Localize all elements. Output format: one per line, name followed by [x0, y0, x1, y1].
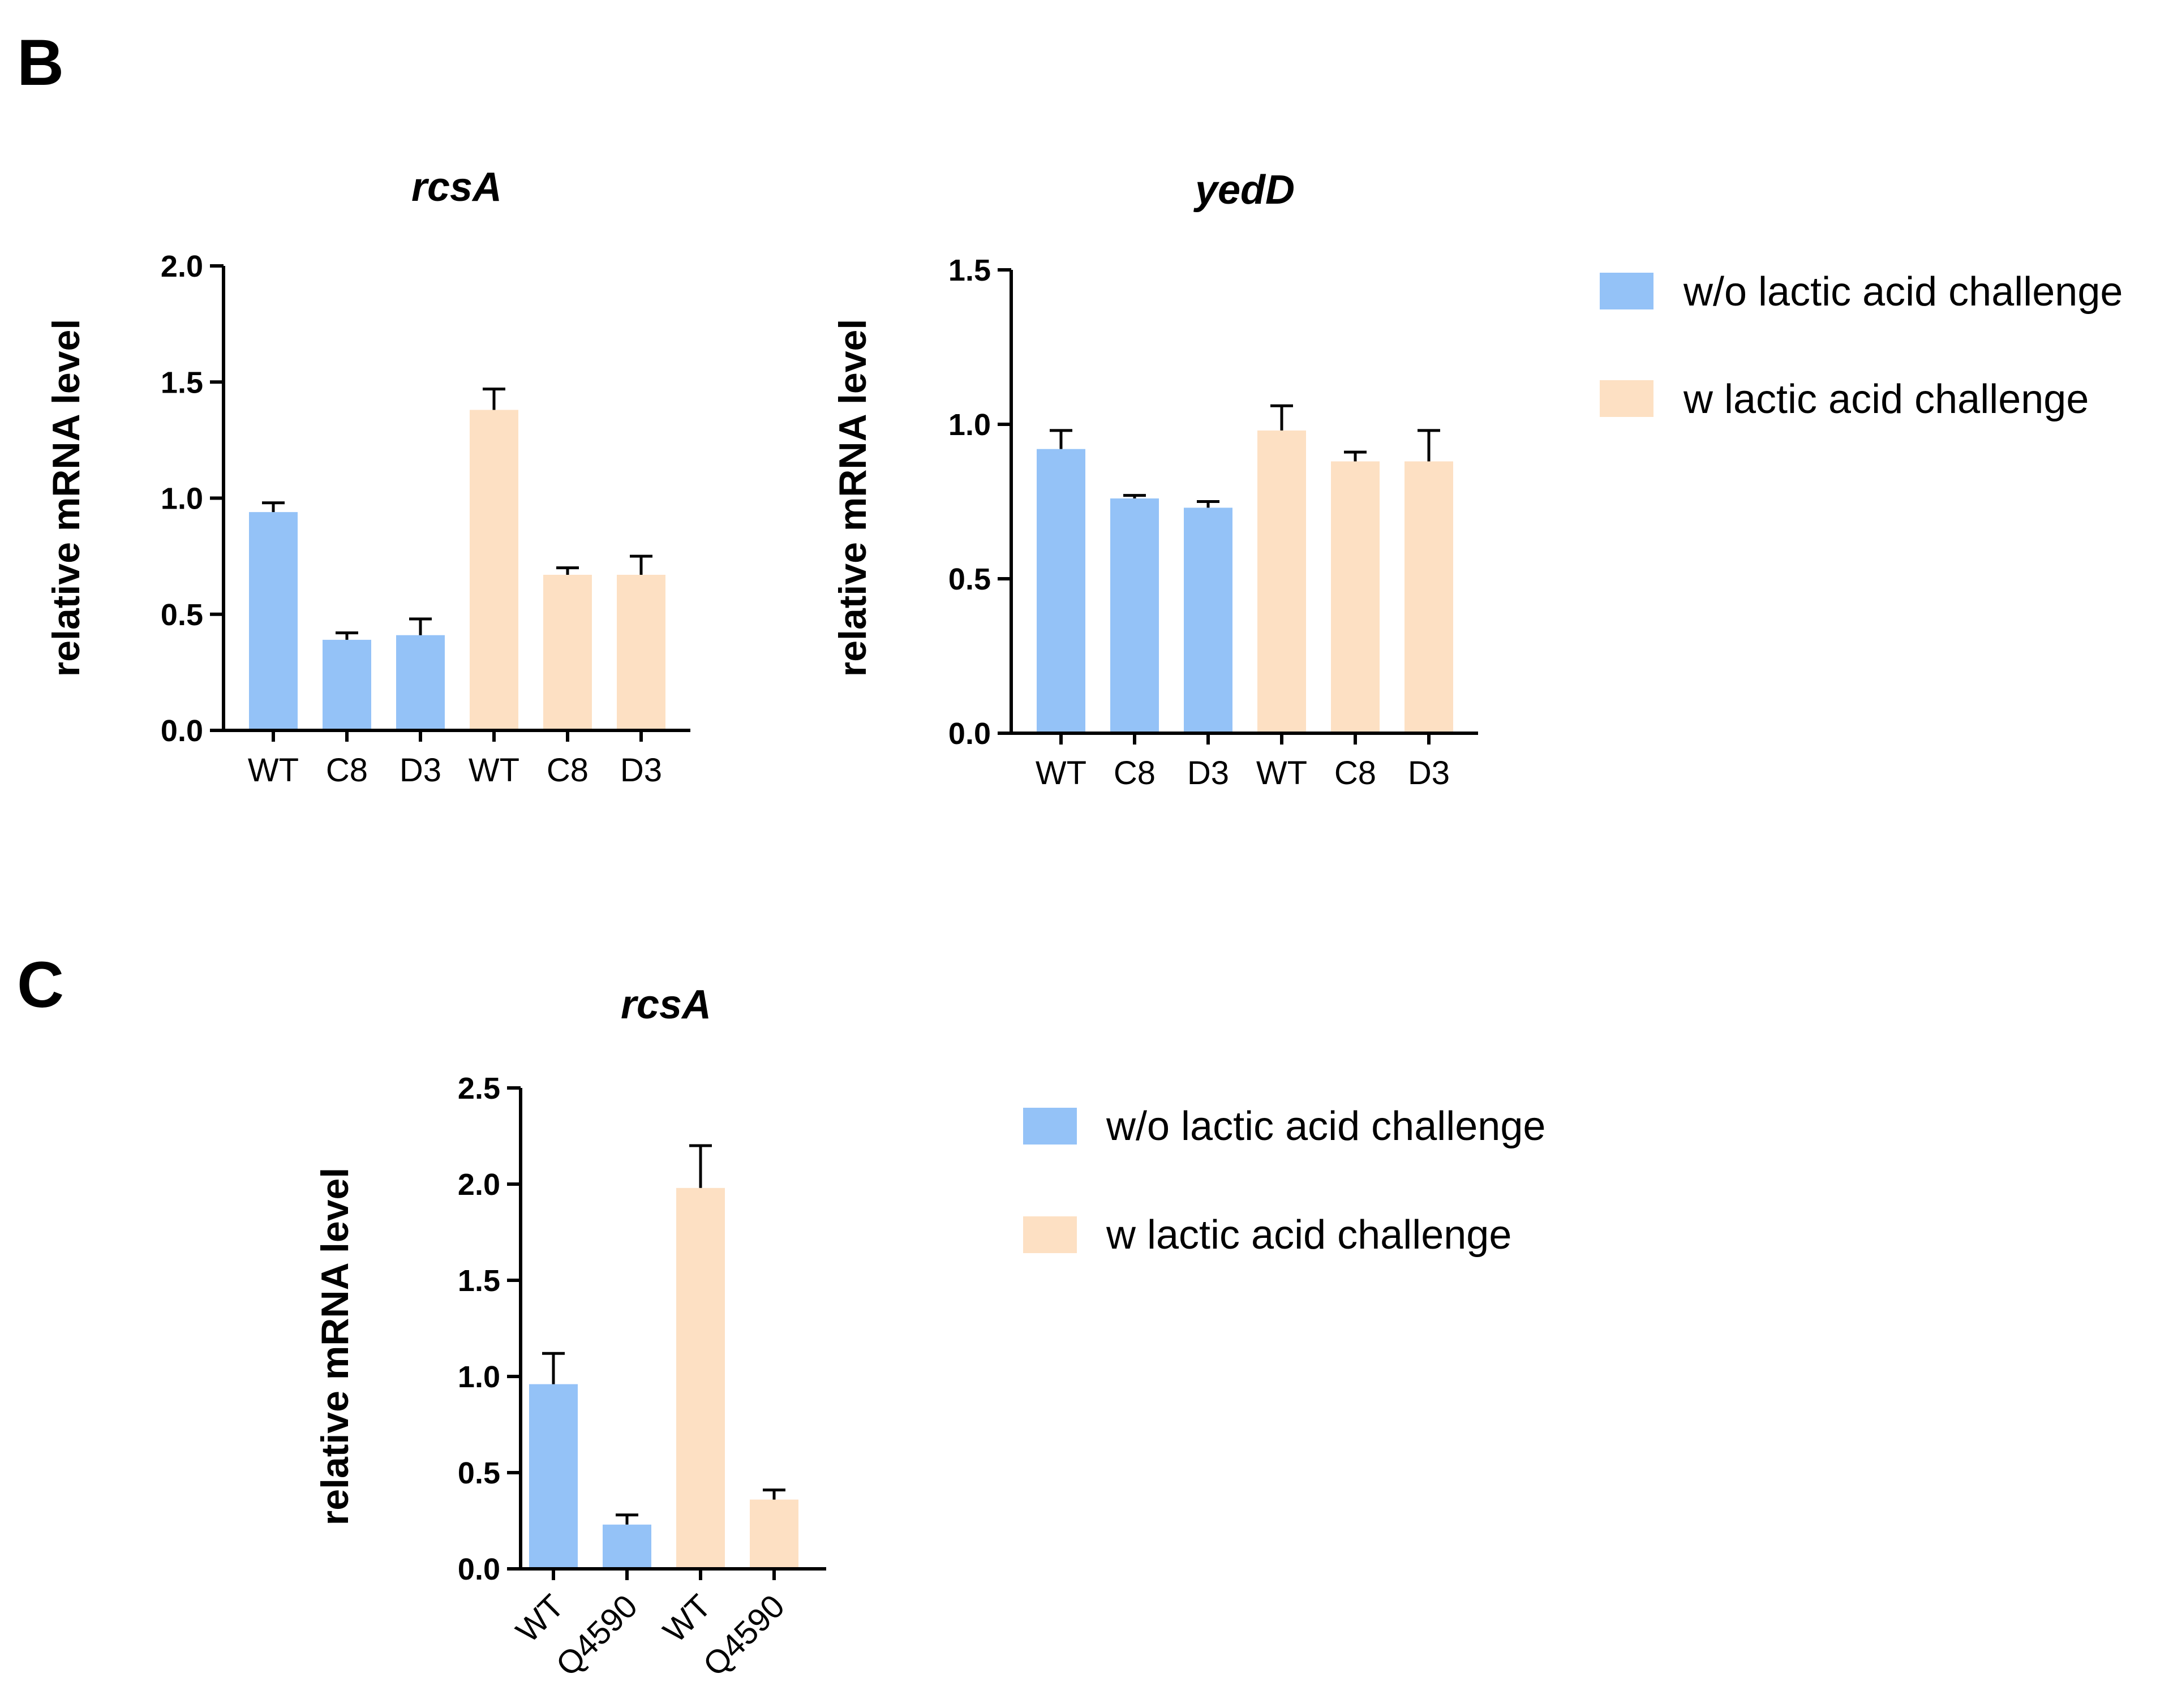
legend-swatch-with — [1600, 380, 1653, 417]
y-axis-label: relative mRNA level — [45, 319, 88, 677]
legend-swatch-without — [1023, 1108, 1077, 1145]
error-bar-5 — [1344, 450, 1367, 462]
x-tick-label: D3 — [400, 752, 441, 789]
x-tick-label: WT — [1036, 755, 1086, 791]
x-tick-label: C8 — [1114, 755, 1156, 791]
y-tick-label: 1.0 — [161, 482, 203, 516]
y-tick-label: 0.0 — [458, 1552, 500, 1586]
error-bar-1 — [262, 501, 285, 513]
y-tick-label: 1.0 — [948, 408, 991, 442]
bar-2 — [1110, 498, 1159, 733]
x-tick-label: WT — [469, 752, 519, 789]
legend-label-with: w lactic acid challenge — [1683, 377, 2089, 422]
y-tick-label: 0.5 — [948, 562, 991, 596]
error-bar-3 — [409, 617, 432, 635]
y-tick-label: 1.5 — [458, 1264, 500, 1298]
error-bar-3 — [689, 1144, 712, 1188]
x-tick-label: D3 — [620, 752, 662, 789]
bar-6 — [1405, 461, 1453, 733]
bar-1 — [249, 512, 298, 730]
bar-3 — [1184, 507, 1232, 733]
error-bar-2 — [1123, 494, 1146, 499]
bar-5 — [543, 574, 592, 730]
legend-label-with: w lactic acid challenge — [1106, 1212, 1511, 1258]
y-tick-label: 2.5 — [458, 1072, 500, 1105]
y-tick-label: 0.0 — [161, 714, 203, 748]
y-tick-label: 1.5 — [948, 253, 991, 287]
x-tick-label: Q4590 — [696, 1587, 792, 1683]
legend-label-without: w/o lactic acid challenge — [1106, 1104, 1545, 1149]
bar-1 — [529, 1384, 578, 1569]
y-tick-label: 1.5 — [161, 365, 203, 399]
chart-b-rcsa: rcsA relative mRNA level WT C8 D3 WT C8 D3 0.0… — [45, 165, 690, 789]
error-bar-5 — [556, 566, 579, 575]
y-axis-label: relative mRNA level — [831, 319, 874, 677]
legend-c: w/o lactic acid challenge w lactic acid … — [1023, 1104, 1545, 1258]
error-bar-1 — [1050, 429, 1072, 449]
y-axis-label: relative mRNA level — [313, 1168, 357, 1525]
bar-3 — [396, 635, 445, 730]
error-bar-6 — [630, 554, 652, 575]
error-bar-4 — [1270, 404, 1293, 431]
x-tick-label: C8 — [1334, 755, 1376, 791]
bar-3 — [676, 1188, 725, 1569]
x-tick-label: Q4590 — [549, 1587, 645, 1683]
bar-5 — [1331, 461, 1380, 733]
chart-title: yedD — [1193, 167, 1295, 213]
legend-b: w/o lactic acid challenge w lactic acid … — [1600, 269, 2123, 422]
x-tick-label: WT — [656, 1587, 718, 1650]
bar-4 — [750, 1499, 798, 1569]
error-bar-6 — [1418, 429, 1440, 462]
x-tick-label: C8 — [326, 752, 368, 789]
error-bar-4 — [763, 1488, 785, 1500]
x-tick-label: D3 — [1408, 755, 1450, 791]
y-tick-label: 0.5 — [458, 1456, 500, 1490]
x-tick-label: WT — [248, 752, 299, 789]
legend-swatch-with — [1023, 1216, 1077, 1253]
y-tick-label: 2.0 — [161, 249, 203, 283]
bar-4 — [470, 410, 518, 730]
bar-2 — [603, 1524, 651, 1569]
error-bar-1 — [542, 1352, 565, 1384]
bar-4 — [1257, 430, 1306, 733]
error-bar-2 — [336, 631, 358, 640]
error-bar-4 — [483, 388, 505, 410]
panel-letter-c: C — [17, 949, 64, 1021]
error-bar-2 — [616, 1513, 638, 1525]
y-tick-label: 1.0 — [458, 1360, 500, 1394]
panel-letter-b: B — [17, 27, 64, 99]
bar-2 — [323, 639, 371, 730]
y-tick-label: 0.5 — [161, 598, 203, 632]
x-tick-label: WT — [509, 1587, 571, 1650]
error-bar-3 — [1197, 500, 1219, 508]
legend-swatch-without — [1600, 273, 1653, 309]
bar-6 — [617, 574, 665, 730]
legend-label-without: w/o lactic acid challenge — [1683, 269, 2123, 315]
chart-title: rcsA — [411, 165, 502, 210]
y-tick-label: 0.0 — [948, 717, 991, 751]
chart-b-yedd: yedD relative mRNA level WT C8 D3 WT C8 D3 0.0… — [831, 167, 1478, 791]
x-tick-label: C8 — [547, 752, 589, 789]
bar-1 — [1037, 449, 1085, 733]
x-tick-label: WT — [1256, 755, 1307, 791]
y-tick-label: 2.0 — [458, 1168, 500, 1202]
x-tick-label: D3 — [1187, 755, 1229, 791]
chart-title: rcsA — [621, 982, 711, 1027]
